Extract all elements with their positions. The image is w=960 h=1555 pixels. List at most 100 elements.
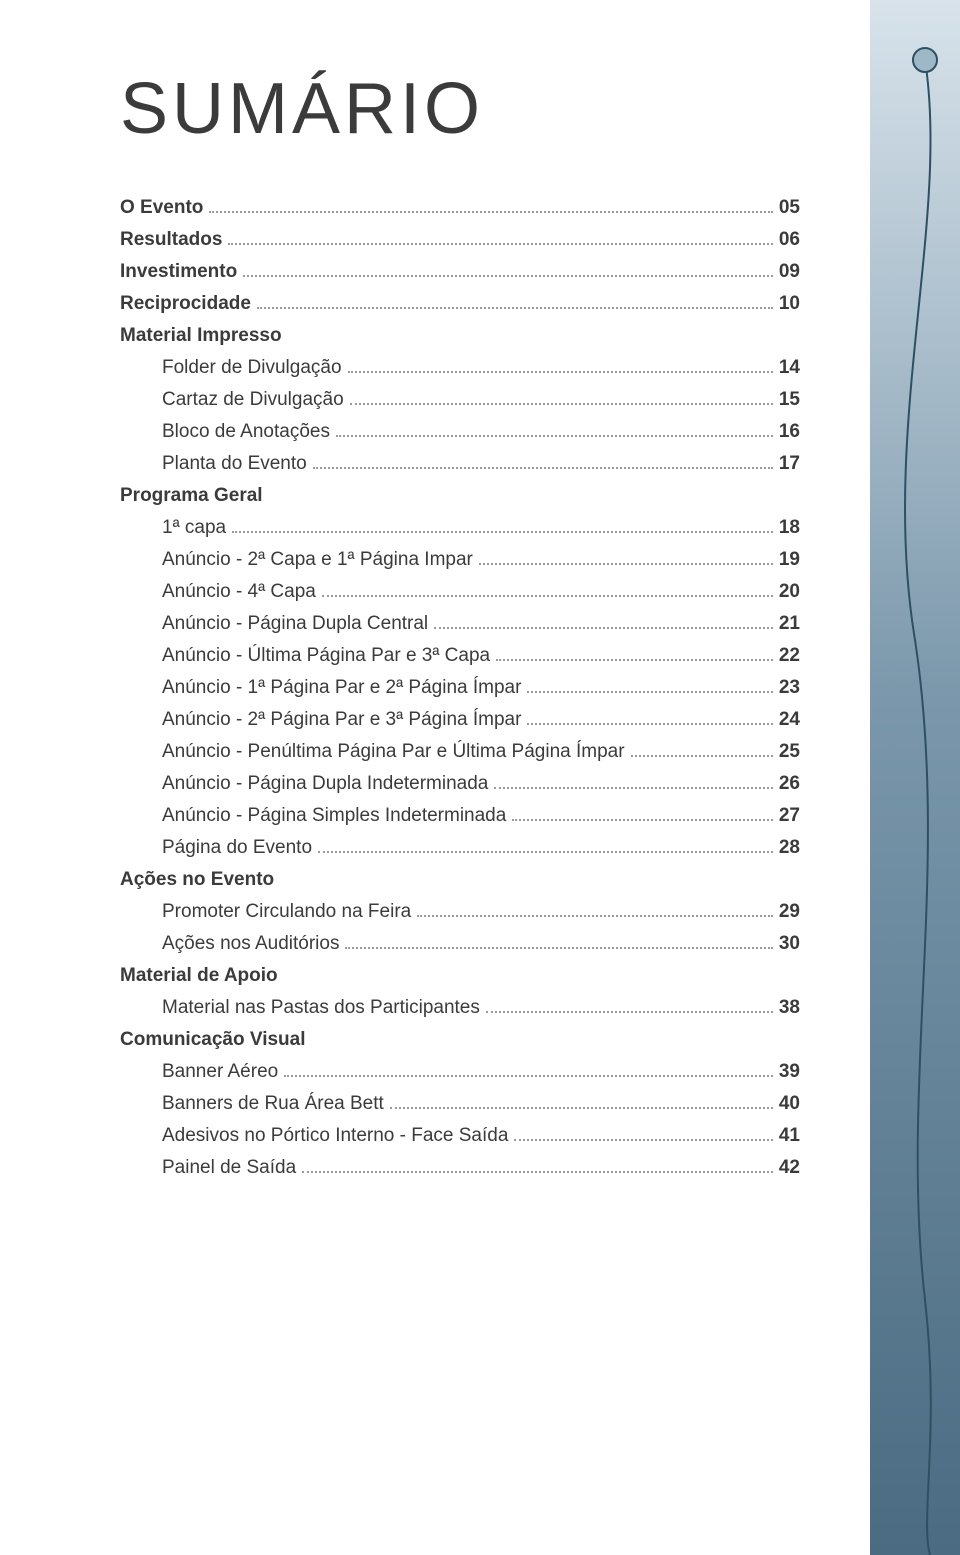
toc-item-row: Anúncio - 2ª Página Par e 3ª Página Ímpa…: [120, 710, 800, 729]
toc-item-row: Anúncio - 1ª Página Par e 2ª Página Ímpa…: [120, 678, 800, 697]
toc-label: Banner Aéreo: [120, 1062, 278, 1081]
toc-section-row: Ações no Evento: [120, 870, 800, 889]
toc-page-number: 14: [779, 358, 800, 377]
toc-page-number: 06: [779, 230, 800, 249]
toc-page-number: 24: [779, 710, 800, 729]
toc-page-number: 39: [779, 1062, 800, 1081]
toc-label: Material de Apoio: [120, 966, 278, 985]
toc-label: Resultados: [120, 230, 222, 249]
toc-label: Anúncio - 4ª Capa: [120, 582, 316, 601]
toc-leader: [322, 595, 773, 597]
toc-leader: [257, 307, 773, 309]
toc-leader: [345, 947, 772, 949]
toc-label: Bloco de Anotações: [120, 422, 330, 441]
side-strip-decoration: [870, 0, 960, 1555]
toc-item-row: Página do Evento 28: [120, 838, 800, 857]
toc-section-row: Material de Apoio: [120, 966, 800, 985]
toc-item-row: Ações nos Auditórios 30: [120, 934, 800, 953]
toc-page-number: 42: [779, 1158, 800, 1177]
toc-label: Página do Evento: [120, 838, 312, 857]
toc-page-number: 15: [779, 390, 800, 409]
toc-label: Anúncio - Última Página Par e 3ª Capa: [120, 646, 490, 665]
toc-page-number: 23: [779, 678, 800, 697]
toc-item-row: Planta do Evento 17: [120, 454, 800, 473]
toc-item-row: Anúncio - Página Simples Indeterminada 27: [120, 806, 800, 825]
toc-item-row: Banner Aéreo 39: [120, 1062, 800, 1081]
toc-leader: [496, 659, 773, 661]
toc-section-row: O Evento 05: [120, 198, 800, 217]
toc-page-number: 25: [779, 742, 800, 761]
toc-page-number: 05: [779, 198, 800, 217]
toc-label: Ações nos Auditórios: [120, 934, 339, 953]
toc-leader: [527, 723, 772, 725]
toc-leader: [336, 435, 773, 437]
toc-label: O Evento: [120, 198, 203, 217]
toc-label: Adesivos no Pórtico Interno - Face Saída: [120, 1126, 508, 1145]
toc-page-number: 17: [779, 454, 800, 473]
toc-item-row: Cartaz de Divulgação 15: [120, 390, 800, 409]
toc-page-number: 10: [779, 294, 800, 313]
toc-page-number: 16: [779, 422, 800, 441]
toc-item-row: Folder de Divulgação14: [120, 358, 800, 377]
toc-item-row: Banners de Rua Área Bett40: [120, 1094, 800, 1113]
toc-section-row: Material Impresso: [120, 326, 800, 345]
toc-item-row: Promoter Circulando na Feira29: [120, 902, 800, 921]
toc-page-number: 21: [779, 614, 800, 633]
side-curve-circle-icon: [913, 48, 937, 72]
toc-leader: [228, 243, 772, 245]
toc-page-number: 27: [779, 806, 800, 825]
toc-leader: [313, 467, 773, 469]
toc-label: Painel de Saída: [120, 1158, 296, 1177]
toc-page-number: 26: [779, 774, 800, 793]
toc-leader: [390, 1107, 773, 1109]
toc-label: Anúncio - 1ª Página Par e 2ª Página Ímpa…: [120, 678, 521, 697]
toc-item-row: Anúncio - Última Página Par e 3ª Capa22: [120, 646, 800, 665]
toc-leader: [243, 275, 773, 277]
toc-label: Cartaz de Divulgação: [120, 390, 344, 409]
toc-leader: [512, 819, 773, 821]
toc-page-number: 28: [779, 838, 800, 857]
toc-leader: [417, 915, 773, 917]
toc-label: Material Impresso: [120, 326, 282, 345]
toc-leader: [631, 755, 773, 757]
table-of-contents: O Evento05Resultados06Investimento09Reci…: [120, 198, 800, 1177]
toc-section-row: Reciprocidade 10: [120, 294, 800, 313]
toc-page-number: 30: [779, 934, 800, 953]
toc-page-number: 40: [779, 1094, 800, 1113]
page-title: SUMÁRIO: [120, 68, 800, 150]
toc-leader: [494, 787, 772, 789]
toc-item-row: Anúncio - 4ª Capa 20: [120, 582, 800, 601]
page: SUMÁRIO O Evento05Resultados06Investimen…: [0, 0, 960, 1555]
toc-item-row: Anúncio - Página Dupla Central 21: [120, 614, 800, 633]
toc-page-number: 41: [779, 1126, 800, 1145]
toc-item-row: Adesivos no Pórtico Interno - Face Saída…: [120, 1126, 800, 1145]
toc-page-number: 18: [779, 518, 800, 537]
toc-label: Anúncio - 2ª Capa e 1ª Página Impar: [120, 550, 473, 569]
toc-leader: [284, 1075, 773, 1077]
toc-item-row: 1ª capa18: [120, 518, 800, 537]
toc-page-number: 29: [779, 902, 800, 921]
toc-leader: [348, 371, 773, 373]
toc-leader: [434, 627, 773, 629]
toc-label: Anúncio - Penúltima Página Par e Última …: [120, 742, 625, 761]
toc-item-row: Material nas Pastas dos Participantes38: [120, 998, 800, 1017]
toc-label: Programa Geral: [120, 486, 263, 505]
toc-page-number: 19: [779, 550, 800, 569]
toc-label: Anúncio - Página Dupla Central: [120, 614, 428, 633]
toc-label: Planta do Evento: [120, 454, 307, 473]
toc-page-number: 09: [779, 262, 800, 281]
toc-label: Material nas Pastas dos Participantes: [120, 998, 480, 1017]
toc-item-row: Anúncio - 2ª Capa e 1ª Página Impar 19: [120, 550, 800, 569]
toc-item-row: Anúncio - Página Dupla Indeterminada26: [120, 774, 800, 793]
toc-label: Anúncio - Página Simples Indeterminada: [120, 806, 506, 825]
toc-leader: [350, 403, 773, 405]
toc-label: Anúncio - 2ª Página Par e 3ª Página Ímpa…: [120, 710, 521, 729]
toc-item-row: Anúncio - Penúltima Página Par e Última …: [120, 742, 800, 761]
toc-page-number: 20: [779, 582, 800, 601]
side-strip-bg: [870, 0, 960, 1555]
toc-label: Reciprocidade: [120, 294, 251, 313]
toc-leader: [486, 1011, 773, 1013]
content-area: SUMÁRIO O Evento05Resultados06Investimen…: [120, 0, 800, 1190]
toc-leader: [302, 1171, 773, 1173]
toc-section-row: Programa Geral: [120, 486, 800, 505]
